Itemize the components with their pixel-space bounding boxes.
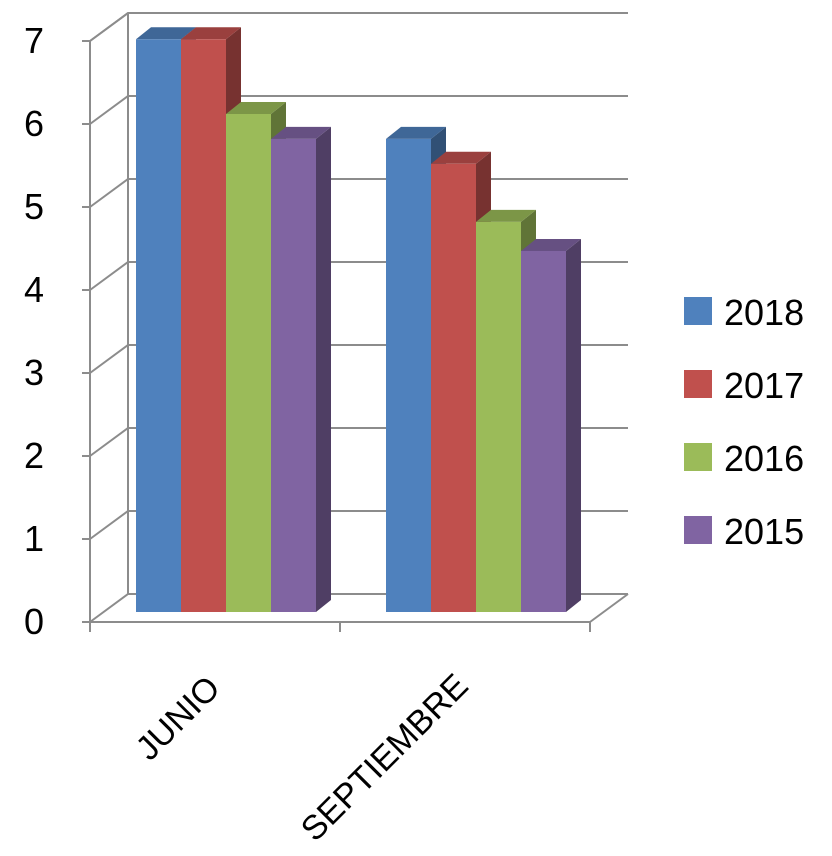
bar-top [226, 102, 286, 114]
x-category-label: SEPTIEMBRE [294, 667, 476, 849]
legend-label: 2015 [724, 511, 804, 552]
bar-front [521, 250, 566, 612]
bar-side [316, 126, 331, 613]
y-tick-label: 1 [24, 518, 44, 559]
legend-swatch [684, 297, 712, 325]
x-category-label: JUNIO [129, 669, 228, 768]
legend-swatch [684, 516, 712, 544]
bar-top [136, 27, 196, 40]
bar-top [386, 126, 446, 139]
y-tick-label: 3 [24, 352, 44, 393]
gridline [89, 12, 628, 42]
bar-front [431, 163, 476, 613]
y-tick-label: 6 [24, 103, 44, 144]
legend-item-2017: 2017 [684, 365, 804, 406]
bar-top [476, 209, 536, 222]
legend-label: 2016 [724, 438, 804, 479]
bars [136, 27, 581, 613]
bar-front [226, 114, 271, 612]
bar-top [271, 126, 331, 139]
bar-top [521, 238, 581, 251]
y-tick-label: 4 [24, 269, 44, 310]
legend-swatch [684, 443, 712, 471]
y-tick-label: 5 [24, 186, 44, 227]
legend-item-2016: 2016 [684, 438, 804, 479]
bar-top [431, 151, 491, 164]
bar-front [181, 39, 226, 613]
legend: 2018 2017 2016 2015 [684, 292, 804, 552]
x-axis: JUNIO SEPTIEMBRE [89, 622, 591, 849]
legend-item-2018: 2018 [684, 292, 804, 333]
legend-label: 2017 [724, 365, 804, 406]
bar-front [386, 138, 431, 612]
bar-front [476, 221, 521, 612]
floor-right-edge [589, 593, 629, 623]
legend-swatch [684, 370, 712, 398]
gridline [89, 95, 628, 125]
y-tick-label: 2 [24, 435, 44, 476]
bar-junio-2015 [271, 126, 331, 613]
legend-label: 2018 [724, 292, 804, 333]
bar-septiembre-2015 [521, 238, 581, 612]
bar-side [566, 238, 581, 612]
y-tick-label: 0 [24, 601, 44, 642]
bar-front [136, 39, 181, 613]
bar-front [271, 138, 316, 612]
y-axis-ticks: 0 1 2 3 4 5 6 7 [24, 20, 90, 642]
legend-item-2015: 2015 [684, 511, 804, 552]
y-tick-label: 7 [24, 20, 44, 61]
bar-top [181, 27, 241, 40]
